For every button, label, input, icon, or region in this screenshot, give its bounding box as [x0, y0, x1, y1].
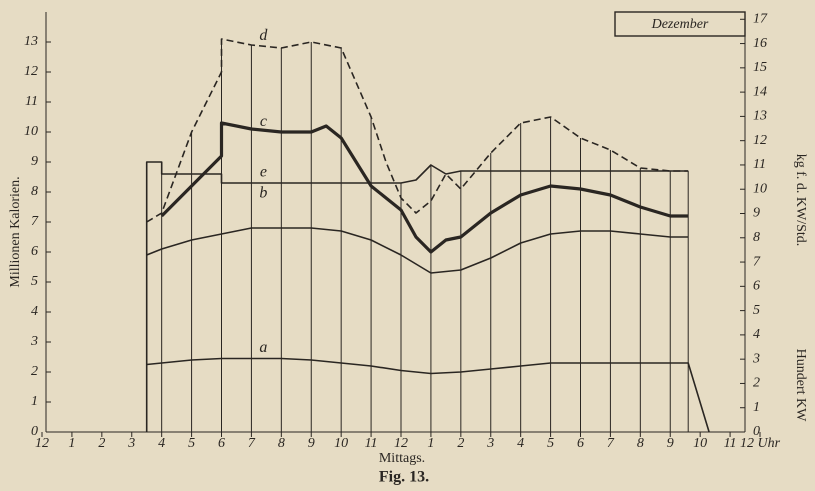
x-tick-label: 12 — [394, 436, 408, 451]
y-tick-label: 10 — [24, 124, 38, 139]
y2-tick-label: 1 — [753, 400, 760, 415]
y2-tick-label: 2 — [753, 376, 760, 391]
series-label: e — [260, 164, 267, 181]
x-tick-label: 6 — [218, 436, 225, 451]
x-tick-label: 5 — [547, 436, 554, 451]
x-tick-label: 8 — [278, 436, 285, 451]
y2-tick-label: 17 — [753, 12, 768, 27]
series-line — [160, 121, 689, 254]
y-tick-label: 8 — [31, 184, 38, 199]
y2-tick-label: 10 — [753, 181, 767, 196]
x-tick-label: 2 — [457, 436, 464, 451]
x-tick-label: 10 — [334, 436, 348, 451]
x-tick-label: 1 — [427, 436, 434, 451]
x-tick-label: 7 — [607, 436, 615, 451]
y2-tick-label: 15 — [753, 60, 767, 75]
y2-tick-label: 4 — [753, 327, 760, 342]
series-line — [146, 357, 710, 433]
x-tick-label: 10 — [693, 436, 707, 451]
y-tick-label: 9 — [31, 154, 38, 169]
x-tick-label: 4 — [517, 436, 524, 451]
x-tick-label: 11 — [724, 436, 737, 451]
caption: Fig. 13. — [379, 469, 429, 486]
x-tick-label: 4 — [158, 436, 165, 451]
x-tick-label: 9 — [667, 436, 674, 451]
x-tick-label: 9 — [308, 436, 315, 451]
series-label: b — [259, 185, 267, 202]
series-line — [145, 161, 689, 432]
y2-tick-label: 8 — [753, 230, 760, 245]
legend-text: Dezember — [651, 17, 709, 32]
x-tick-label: 1 — [68, 436, 75, 451]
y-tick-label: 2 — [31, 364, 38, 379]
x-tick-label: 3 — [127, 436, 135, 451]
y-tick-label: 6 — [31, 244, 38, 259]
x-tick-label: 11 — [365, 436, 378, 451]
y-tick-label: 11 — [25, 94, 38, 109]
y2-tick-label: 14 — [753, 84, 767, 99]
y-tick-label: 7 — [31, 214, 39, 229]
series-line — [146, 227, 689, 274]
y-tick-label: 1 — [31, 394, 38, 409]
x-tick-label: 2 — [98, 436, 105, 451]
y2-tick-label: 0 — [753, 424, 760, 439]
series-line — [146, 38, 689, 223]
y2-tick-label: 3 — [752, 351, 760, 366]
x-tick-label: 6 — [577, 436, 584, 451]
series-label: a — [259, 339, 267, 356]
x-tick-label: 12 Uhr — [740, 436, 781, 451]
series-label: c — [260, 113, 267, 130]
y-tick-label: 0 — [31, 424, 38, 439]
y2-axis-label: Hundert KW — [793, 349, 808, 422]
y2-tick-label: 7 — [753, 254, 761, 269]
y2-tick-label: 9 — [753, 206, 760, 221]
y2-tick-label: 13 — [753, 109, 767, 124]
x-tick-label: 12 — [35, 436, 49, 451]
y-axis-label: Millionen Kalorien. — [8, 176, 23, 287]
series-label: d — [259, 27, 268, 44]
y-tick-label: 3 — [30, 334, 38, 349]
y-tick-label: 12 — [24, 64, 38, 79]
x-tick-label: 5 — [188, 436, 195, 451]
x-tick-label: 3 — [486, 436, 494, 451]
x-axis-label: Mittags. — [379, 451, 425, 466]
y2-tick-label: 6 — [753, 279, 760, 294]
x-tick-label: 8 — [637, 436, 644, 451]
y2-tick-label: 16 — [753, 36, 767, 51]
y2-tick-label: 11 — [753, 157, 766, 172]
y2-tick-label: 12 — [753, 133, 767, 148]
y-tick-label: 13 — [24, 34, 38, 49]
y2-axis-label: kg f. d. KW/Std. — [793, 154, 808, 247]
y-tick-label: 4 — [31, 304, 38, 319]
y-tick-label: 5 — [31, 274, 38, 289]
y2-tick-label: 5 — [753, 303, 760, 318]
x-tick-label: 7 — [248, 436, 256, 451]
